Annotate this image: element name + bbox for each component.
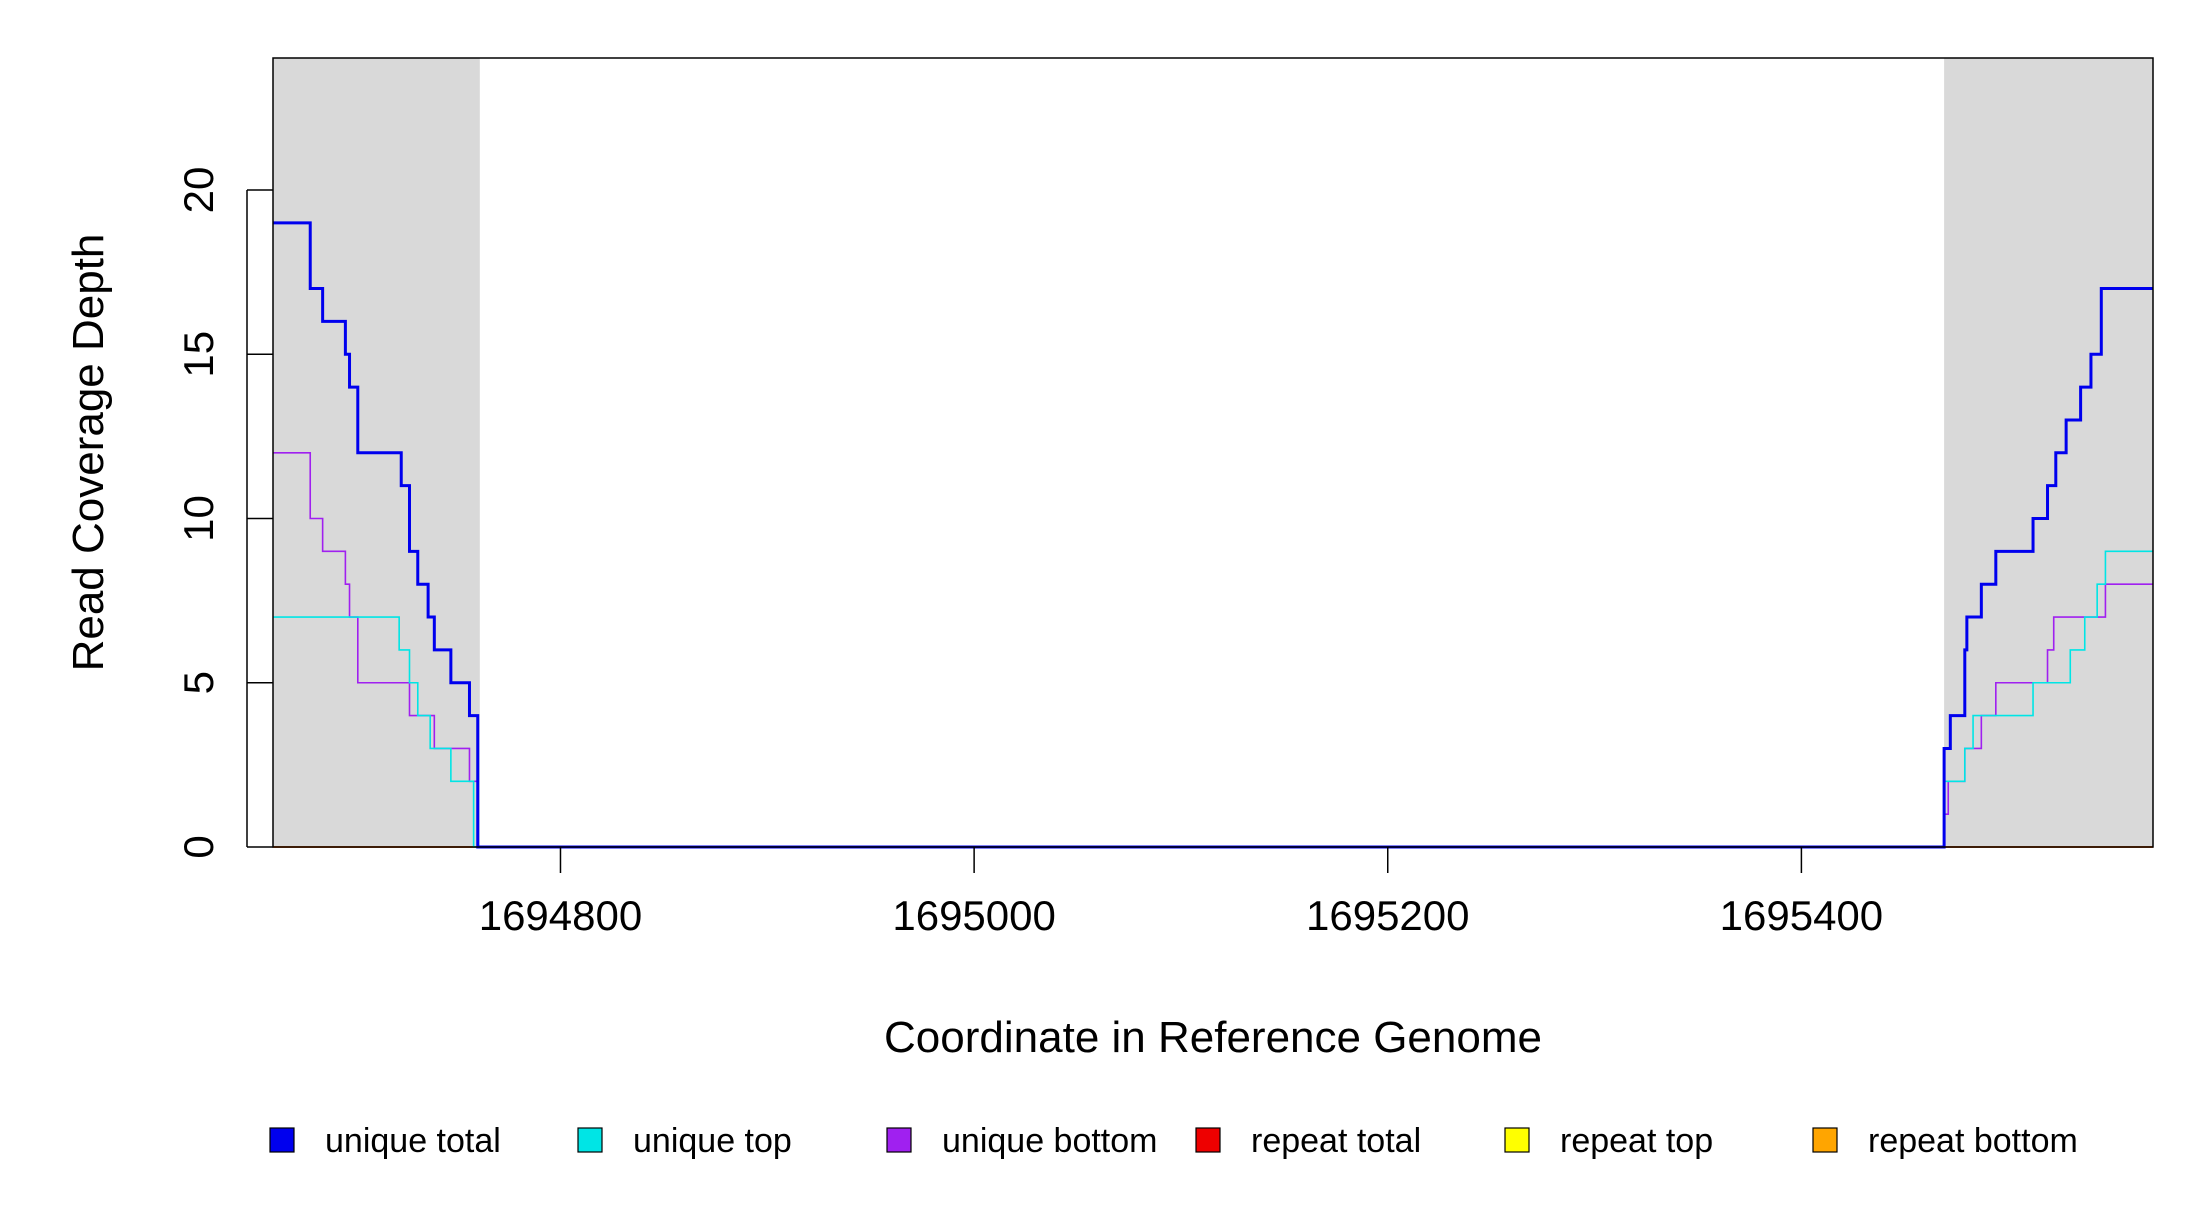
y-tick-label: 10 <box>175 495 222 542</box>
legend-swatch-unique-top <box>577 1127 603 1153</box>
series-line-unique-total <box>273 221 2153 849</box>
legend-label-repeat-bottom: repeat bottom <box>1868 1122 2078 1160</box>
legend-label-repeat-total: repeat total <box>1251 1122 1421 1160</box>
legend: unique total unique top unique bottom repea… <box>269 1122 2078 1160</box>
legend-label-unique-top: unique top <box>633 1122 792 1160</box>
legend-swatch-unique-bottom <box>886 1127 912 1153</box>
series-lines <box>273 221 2153 849</box>
y-tick-label: 5 <box>175 671 222 694</box>
y-axis: 0 5 10 15 20 <box>175 167 273 859</box>
series-line-unique-bottom <box>273 452 2153 848</box>
y-tick-label: 20 <box>175 167 222 214</box>
y-tick-label: 0 <box>175 835 222 858</box>
shaded-regions <box>273 58 2153 847</box>
x-axis-label: Coordinate in Reference Genome <box>884 1013 1542 1062</box>
series-line-unique-top <box>273 550 2153 848</box>
y-axis-label: Read Coverage Depth <box>64 234 113 672</box>
x-tick-label: 1694800 <box>479 892 643 939</box>
legend-swatch-repeat-total <box>1195 1127 1221 1153</box>
legend-swatch-repeat-bottom <box>1812 1127 1838 1153</box>
shaded-region-2 <box>1944 58 2153 847</box>
x-tick-label: 1695200 <box>1306 892 1470 939</box>
legend-swatch-repeat-top <box>1504 1127 1530 1153</box>
x-axis: 1694800 1695000 1695200 1695400 <box>479 847 1883 939</box>
plot-frame <box>272 57 2154 848</box>
legend-label-unique-total: unique total <box>325 1122 501 1160</box>
legend-label-repeat-top: repeat top <box>1560 1122 1713 1160</box>
legend-label-unique-bottom: unique bottom <box>942 1122 1158 1160</box>
x-tick-label: 1695000 <box>892 892 1056 939</box>
y-tick-label: 15 <box>175 331 222 378</box>
legend-swatch-unique-total <box>269 1127 295 1153</box>
x-tick-label: 1695400 <box>1720 892 1884 939</box>
